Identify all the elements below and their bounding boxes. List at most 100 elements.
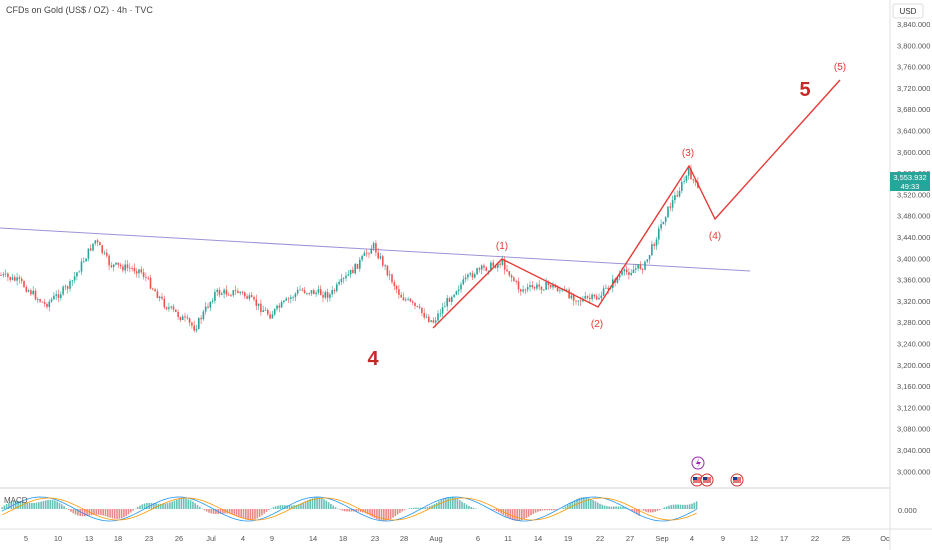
candle-body [342,278,345,279]
time-tick-label: 23 [371,534,379,543]
macd-bar [387,509,390,520]
macd-bar [546,509,548,511]
candle-body [425,316,428,318]
candle-body [296,289,299,294]
candle-body [577,300,580,302]
macd-bar [132,509,134,511]
candle-body [556,287,559,291]
macd-bar [656,509,659,511]
candle-body [441,307,444,314]
macd-bar [84,509,86,517]
candle-body [483,265,485,268]
us-flag-event-icon[interactable] [700,473,714,487]
macd-bar [343,509,346,512]
candle-body [103,252,106,254]
macd-bar [307,500,309,509]
candle-body [393,282,396,287]
candle-body [354,263,356,274]
macd-bar [500,509,502,514]
candle-body [142,272,145,278]
candle-body [683,181,685,183]
candle-body [193,325,195,331]
candle-body [292,297,294,298]
macd-bar [470,507,472,509]
candle-body [674,195,676,201]
macd-bar [265,509,268,512]
candle-body [460,284,462,290]
price-tick-label: 3,480.000 [897,212,930,221]
macd-bar [378,509,380,521]
us-flag-event-icon[interactable] [730,473,744,487]
macd-bar [279,505,282,509]
macd-bar [74,509,77,515]
candle-body [439,313,442,315]
macd-bar [461,501,463,509]
wave-count-line [432,79,841,329]
lightning-event-icon[interactable] [691,456,705,470]
macd-bar [182,498,185,509]
macd-bar [415,507,417,509]
candle-body [566,289,568,291]
candle-body [540,286,543,290]
candle-body [616,277,619,283]
time-tick-label: 14 [309,534,317,543]
candle-body [545,281,547,290]
macd-bar [212,509,215,514]
macd-bar [17,500,19,509]
macd-bar [613,506,615,509]
macd-bar [210,509,213,514]
candle-body [591,294,593,300]
candle-body [156,291,159,299]
candle-body [347,274,350,276]
macd-bar [585,497,587,509]
macd-bar [116,509,118,519]
macd-bar [507,509,509,518]
macd-bar [636,509,638,515]
candle-body [660,224,662,229]
price-tick-label: 3,000.000 [897,467,930,476]
candle-body [386,265,389,276]
macd-bar [51,500,54,509]
macd-bar [169,502,171,509]
candle-body [264,310,267,311]
candle-body [526,287,529,290]
macd-bar [601,504,604,509]
candle-body [570,295,573,299]
candle-body [41,301,44,303]
macd-bar [31,503,33,509]
price-candles [0,164,699,333]
candle-body [568,289,570,299]
macd-bar [521,509,523,521]
candle-body [310,290,313,294]
candle-body [188,318,191,323]
macd-bar [580,497,583,509]
candle-body [676,195,678,197]
candle-body [195,328,198,331]
candle-body [112,264,115,267]
macd-bar [468,505,470,509]
price-tick-label: 3,440.000 [897,233,930,242]
candle-body [175,309,177,312]
candle-body [515,281,517,282]
macd-bar [130,509,132,513]
candle-body [299,289,301,291]
candle-body [428,316,430,322]
macd-bar [125,509,127,516]
price-tick-label: 3,320.000 [897,297,930,306]
candle-body [694,180,697,183]
candle-body [303,290,306,294]
macd-bar [72,509,75,514]
price-tick-label: 3,760.000 [897,63,930,72]
candle-body [250,295,253,297]
candle-body [69,281,71,289]
macd-bar [442,498,445,509]
macd-bar [286,505,288,509]
macd-bar [63,506,65,509]
macd-bar [208,509,210,513]
candle-body [101,245,103,253]
macd-bar [192,501,194,509]
candle-body [584,296,586,299]
macd-bar [695,501,698,509]
currency-button-label[interactable]: USD [900,7,917,16]
